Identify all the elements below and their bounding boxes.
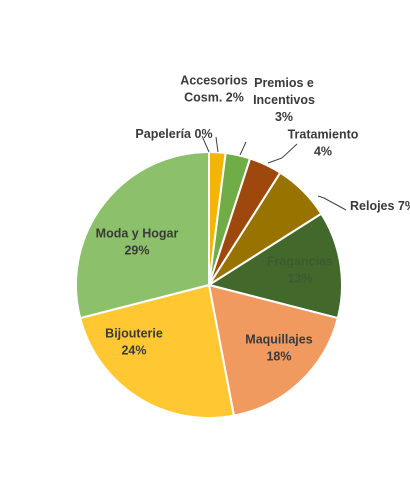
slice-labels: Accesorios Cosm. 2% Premios e Incentivos 3% T… bbox=[96, 74, 410, 364]
label-line: Cosm. 2% bbox=[184, 91, 244, 105]
slice-fragancias bbox=[206, 212, 343, 320]
slice-bijouterie bbox=[78, 283, 236, 419]
label-line: Maquillajes bbox=[245, 333, 312, 347]
label-line: Accesorios bbox=[180, 74, 247, 88]
label-maquillajes: Maquillajes 18% bbox=[245, 333, 312, 364]
label-accesorios-cosm: Accesorios Cosm. 2% bbox=[180, 74, 247, 105]
slice-moda-y-hogar bbox=[75, 150, 210, 320]
label-bijouterie: Bijouterie 24% bbox=[105, 327, 163, 358]
label-line: Moda y Hogar bbox=[96, 227, 179, 241]
label-line: Incentivos bbox=[253, 93, 315, 107]
leader-line-accesorios-cosm bbox=[215, 136, 219, 153]
label-line: Premios e bbox=[254, 76, 314, 90]
label-premios-e-incentivos: Premios e Incentivos 3% bbox=[253, 76, 315, 124]
leader-line-papeler-a bbox=[201, 135, 210, 153]
label-line: 29% bbox=[124, 244, 149, 258]
label-line: Papelería 0% bbox=[135, 127, 212, 141]
label-line: 4% bbox=[314, 145, 332, 159]
label-line: Tratamiento bbox=[288, 128, 359, 142]
label-line: 3% bbox=[275, 110, 293, 124]
label-relojes: Relojes 7% bbox=[350, 199, 410, 213]
pie-slices bbox=[75, 150, 343, 419]
leader-lines bbox=[201, 135, 347, 211]
label-line: 24% bbox=[121, 344, 146, 358]
label-fragancias: Fragancias 13% bbox=[267, 255, 333, 286]
label-line: 18% bbox=[266, 350, 291, 364]
label-moda-y-hogar: Moda y Hogar 29% bbox=[96, 227, 179, 258]
label-line: Bijouterie bbox=[105, 327, 163, 341]
slice-maquillajes bbox=[207, 283, 340, 417]
label-tratamiento: Tratamiento 4% bbox=[288, 128, 359, 159]
label-line: 13% bbox=[287, 272, 312, 286]
label-papeler-a: Papelería 0% bbox=[135, 127, 212, 141]
label-line: Fragancias bbox=[267, 255, 333, 269]
label-line: Relojes 7% bbox=[350, 199, 410, 213]
leader-line-relojes bbox=[317, 195, 347, 211]
leader-line-premios-e-incentivos bbox=[239, 141, 247, 156]
leader-line-tratamiento bbox=[267, 143, 298, 164]
